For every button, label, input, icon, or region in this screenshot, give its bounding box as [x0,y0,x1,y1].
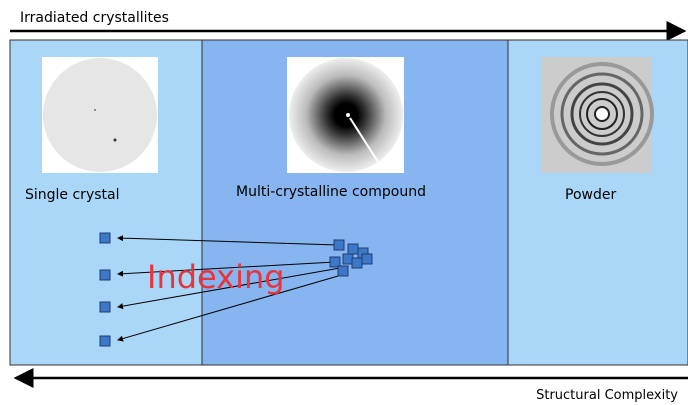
single-crystal-image [42,57,158,173]
panel-label: Single crystal [25,187,119,203]
powder-image [541,57,652,173]
panel-label: Powder [565,187,616,203]
bottom-arrow-label: Structural Complexity [536,388,678,403]
panel-label: Multi-crystalline compound [236,184,426,200]
multi-crystalline-image [287,57,404,173]
indexing-label: Indexing [147,258,285,296]
top-arrow-label: Irradiated crystallites [20,10,169,26]
diagram: Irradiated crystallites Single crystal M… [0,0,688,405]
